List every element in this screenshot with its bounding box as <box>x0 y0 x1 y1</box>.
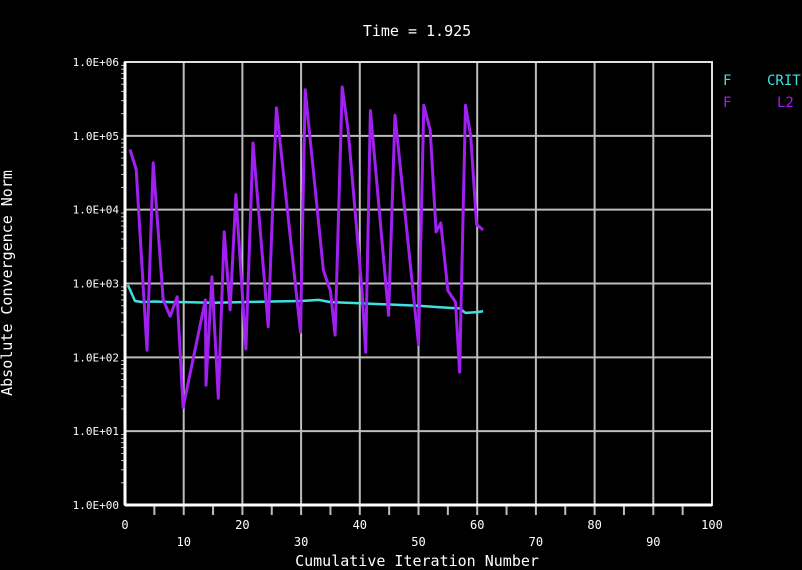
y-tick-label: 1.0E+04 <box>73 204 120 217</box>
legend: F CRIT F L2 <box>723 73 801 111</box>
grid <box>121 61 713 515</box>
x-tick-label: 60 <box>470 518 484 532</box>
x-axis-label: Cumulative Iteration Number <box>295 552 539 570</box>
y-tick-label: 1.0E+05 <box>73 130 119 143</box>
y-tick-label: 1.0E+01 <box>73 425 119 438</box>
tick-labels: 0 10 20 30 40 50 60 70 80 90 100 1.0E+00 1.0E+01 1.0E… <box>73 56 723 549</box>
legend-prefix: F <box>723 95 731 111</box>
series-line-crit <box>126 284 484 315</box>
x-tick-label: 30 <box>294 535 308 549</box>
series-line-l2 <box>128 85 485 409</box>
y-tick-label: 1.0E+06 <box>73 56 119 69</box>
y-tick-label: 1.0E+02 <box>73 351 119 364</box>
x-tick-label: 70 <box>529 535 543 549</box>
x-tick-label: 100 <box>701 518 723 532</box>
x-tick-label: 50 <box>411 535 425 549</box>
y-axis-label: Absolute Convergence Norm <box>0 170 16 396</box>
x-tick-label: 10 <box>176 535 190 549</box>
chart-title: Time = 1.925 <box>363 22 471 40</box>
y-tick-label: 1.0E+00 <box>73 499 119 512</box>
legend-prefix: F <box>723 73 731 89</box>
x-tick-label: 0 <box>121 518 128 532</box>
x-tick-label: 40 <box>353 518 367 532</box>
y-tick-label: 1.0E+03 <box>73 278 119 291</box>
series-lines <box>126 85 485 409</box>
x-tick-label: 20 <box>235 518 249 532</box>
x-tick-label: 90 <box>646 535 660 549</box>
legend-label: L2 <box>777 95 794 111</box>
legend-label: CRIT <box>767 73 801 89</box>
x-tick-label: 80 <box>587 518 601 532</box>
